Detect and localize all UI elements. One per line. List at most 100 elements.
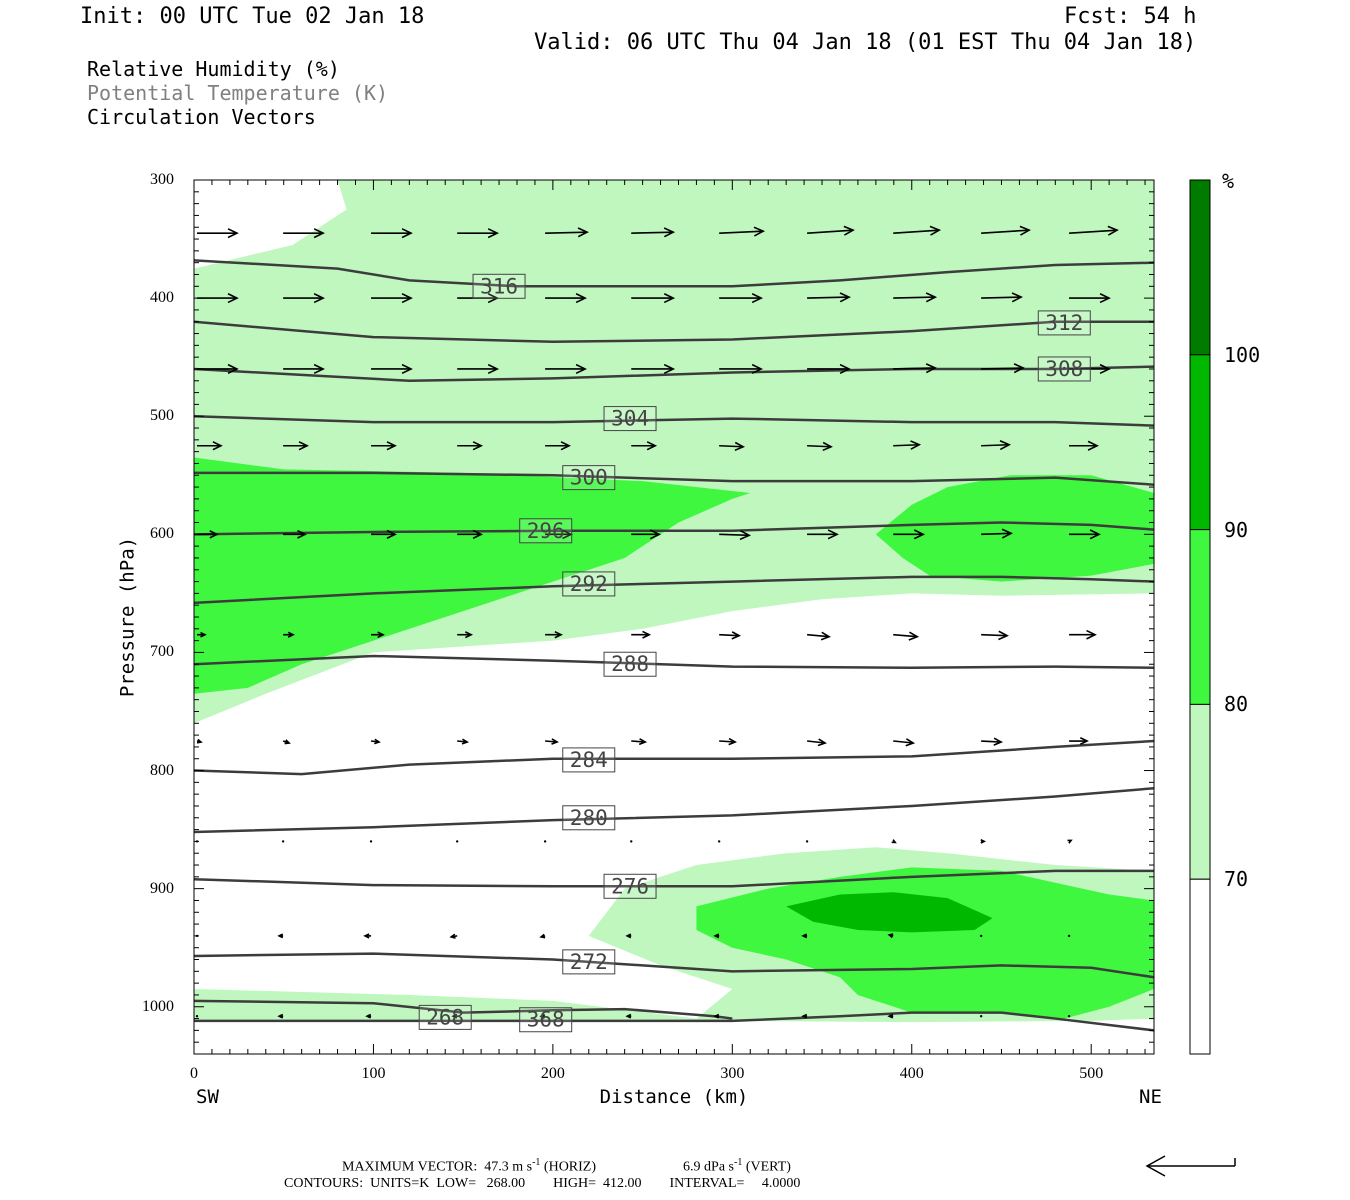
vector-arrow [801,1013,808,1019]
theta-contour-284 [194,739,1154,776]
vector-arrow [455,840,459,843]
theta-contour-312 [194,320,1154,344]
vector-arrow [1067,839,1073,844]
init-time: Init: 00 UTC Tue 02 Jan 18 [80,4,425,29]
vector-arrow [981,630,1009,641]
vector-arrow [282,739,291,745]
vector-arrow [719,737,738,746]
vector-arrow [631,293,676,304]
svg-text:316: 316 [480,274,518,298]
svg-text:300: 300 [570,466,608,490]
theta-contour-300 [194,471,1154,486]
vector-arrow [631,227,676,238]
vector-arrow [979,1015,983,1018]
theta-contour-288 [194,654,1154,670]
colorbar-segment [1189,354,1211,531]
horiz-value: 47.3 [484,1159,509,1175]
vector-arrow [371,228,413,239]
vector-arrow [893,440,922,450]
vector-arrow [365,1013,372,1019]
vector-arrow [893,225,942,236]
vector-arrow [893,631,920,641]
vector-arrow [719,631,742,640]
vector-arrow [283,529,307,539]
contour-label-272: 272 [562,949,616,975]
svg-text:280: 280 [570,806,608,830]
vector-arrow [981,225,1031,236]
vector-arrow [631,441,658,451]
contour-label-312: 312 [1037,310,1091,336]
colorbar [1189,179,1211,1055]
y-tick-label: 500 [150,407,174,425]
y-tick-label: 800 [150,761,174,779]
vector-arrow [543,840,547,843]
svg-text:292: 292 [570,572,608,596]
contour-label-300: 300 [562,465,616,491]
x-tick-label: 400 [899,1065,924,1082]
vector-arrow [1069,363,1111,375]
vector-arrow [981,292,1023,303]
colorbar-segment [1189,703,1211,880]
valid-time: Valid: 06 UTC Thu 04 Jan 18 (01 EST Thu … [534,30,1197,55]
vector-arrow [807,441,833,452]
vector-arrow [371,441,397,451]
y-tick-label: 1000 [142,997,174,1015]
vector-arrow [713,933,720,939]
colorbar-label: 80 [1224,692,1249,717]
svg-text:312: 312 [1045,311,1083,335]
svg-text:288: 288 [611,652,649,676]
vector-arrow [449,933,458,939]
vector-arrow [371,631,385,639]
vector-arrow [979,934,983,938]
vector-arrow [370,738,381,745]
rh-region-80-3 [194,457,751,694]
y-tick-label: 900 [150,879,174,897]
rh-region-80-4 [875,475,1154,582]
rh-shading [194,180,1154,1023]
vector-arrow [371,529,397,539]
rh-region-0-2 [194,593,1154,1019]
colorbar-label: 70 [1224,867,1249,892]
vector-arrow [981,439,1011,451]
svg-text:284: 284 [570,748,608,772]
theta-contour-292 [194,575,1154,605]
vector-arrow [363,933,372,939]
reference-vector-arrow [1145,1155,1236,1177]
contour-label-268: 268 [418,1004,472,1030]
vector-arrow [893,292,938,303]
y-tick-label: 600 [150,525,174,543]
vector-arrow [283,363,325,375]
colorbar-segment [1189,179,1211,356]
vector-arrow [371,293,413,304]
vector-arrow [1069,629,1097,640]
max-vector-label: MAXIMUM VECTOR: [342,1159,478,1175]
vector-arrow [887,1013,894,1019]
vector-arrow [371,363,413,375]
vector-arrow [545,293,587,304]
vector-arrow [893,529,926,540]
contour-labels: 316 312 308 304 300 296 292 288 284 280 276 272 268 3… [418,273,1091,1033]
vector-arrow [283,441,309,451]
vector-arrow [197,228,239,239]
vert-value: 6.9 [683,1159,701,1175]
vector-arrow [195,1015,199,1018]
vector-arrow [807,292,851,303]
vector-arrow [277,933,284,939]
legend-potential-temperature: Potential Temperature (K) [87,81,389,105]
vector-arrow [807,529,839,540]
svg-text:296: 296 [527,519,565,543]
y-tick-label: 700 [150,643,174,661]
contour-label-368: 368 [519,1007,573,1033]
contour-label-288: 288 [603,651,657,677]
vector-arrow [457,441,484,451]
vector-arrow [277,1013,284,1019]
vector-arrow [1069,737,1089,745]
vector-arrow [545,227,589,238]
contour-label-316: 316 [472,273,526,299]
legend-circulation-vectors: Circulation Vectors [87,105,316,129]
vector-arrow [981,737,1003,746]
vector-arrow [1067,934,1071,938]
svg-text:368: 368 [527,1008,565,1032]
vector-arrow [457,363,500,375]
